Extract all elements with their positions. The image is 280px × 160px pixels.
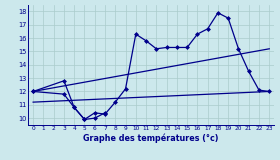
X-axis label: Graphe des températures (°c): Graphe des températures (°c) <box>83 134 219 144</box>
